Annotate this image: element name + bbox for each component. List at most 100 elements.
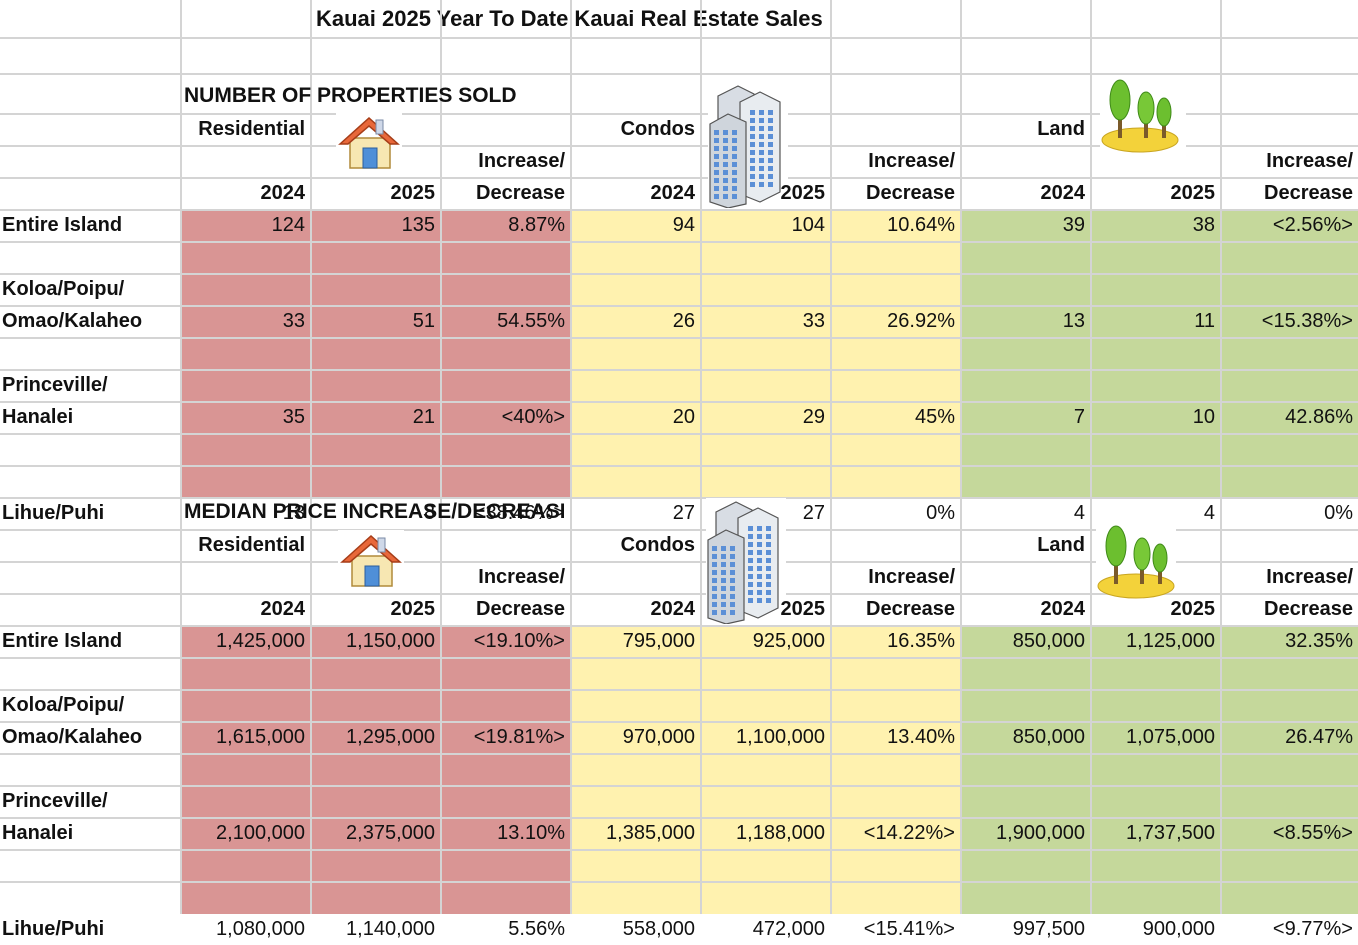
gridline-horizontal (0, 209, 1358, 211)
year-header: 2025 (1170, 182, 1216, 204)
year-header: 2024 (1040, 182, 1086, 204)
trees-icon (1096, 522, 1176, 599)
year-header: 2025 (780, 598, 826, 620)
gridline-horizontal (0, 37, 1358, 39)
value-cell: 0% (926, 502, 955, 524)
decrease-header: Decrease (1264, 182, 1353, 204)
value-cell: 1,125,000 (1126, 630, 1215, 652)
value-cell: 1,737,500 (1126, 822, 1215, 844)
gridline-horizontal (0, 497, 1358, 499)
value-cell: <9.77%> (1272, 918, 1353, 940)
row-label: Princeville/ (2, 374, 108, 396)
value-cell: 850,000 (1012, 630, 1085, 652)
year-header: 2024 (650, 182, 696, 204)
gridline-horizontal (0, 817, 1358, 819)
gridline-horizontal (0, 273, 1358, 275)
value-cell: 39 (1062, 214, 1085, 236)
value-cell: 54.55% (497, 310, 565, 332)
fill-band (180, 625, 570, 914)
section-heading: NUMBER OF PROPERTIES SOLD (184, 84, 517, 107)
value-cell: 13 (282, 502, 305, 524)
value-cell: 20 (672, 406, 695, 428)
value-cell: 1,075,000 (1126, 726, 1215, 748)
gridline-horizontal (0, 369, 1358, 371)
value-cell: 8.87% (508, 214, 565, 236)
value-cell: 26.47% (1285, 726, 1353, 748)
value-cell: 850,000 (1012, 726, 1085, 748)
value-cell: 33 (282, 310, 305, 332)
fill-band (960, 625, 1358, 914)
group-label: Residential (198, 534, 305, 556)
gridline-horizontal (0, 305, 1358, 307)
gridline-horizontal (0, 241, 1358, 243)
value-cell: 42.86% (1285, 406, 1353, 428)
gridline-horizontal (0, 337, 1358, 339)
value-cell: 970,000 (622, 726, 695, 748)
value-cell: 10.64% (887, 214, 955, 236)
value-cell: 45% (914, 406, 955, 428)
row-label: Entire Island (2, 214, 123, 236)
sheet-title: Kauai 2025 Year To Date Kauai Real Estat… (316, 6, 823, 31)
decrease-header: Decrease (866, 598, 955, 620)
value-cell: 1,140,000 (346, 918, 435, 940)
group-label: Land (1037, 534, 1085, 556)
value-cell: 26 (672, 310, 695, 332)
row-label: Hanalei (2, 822, 74, 844)
row-label: Omao/Kalaheo (2, 726, 143, 748)
value-cell: 13 (1062, 310, 1085, 332)
value-cell: 925,000 (752, 630, 825, 652)
year-header: 2024 (260, 182, 306, 204)
gridline-horizontal (0, 177, 1358, 179)
value-cell: 135 (401, 214, 435, 236)
value-cell: 997,500 (1012, 918, 1085, 940)
value-cell: 16.35% (887, 630, 955, 652)
row-label: Koloa/Poipu/ (2, 694, 125, 716)
row-label: Princeville/ (2, 790, 108, 812)
gridline-horizontal (0, 721, 1358, 723)
value-cell: 900,000 (1142, 918, 1215, 940)
row-label: Lihue/Puhi (2, 918, 105, 940)
increase-header: Increase/ (1266, 150, 1353, 172)
gridline-horizontal (0, 657, 1358, 659)
fill-band (180, 209, 570, 497)
gridline-horizontal (0, 529, 1358, 531)
value-cell: 7 (1073, 406, 1085, 428)
value-cell: 51 (412, 310, 435, 332)
decrease-header: Decrease (866, 182, 955, 204)
increase-header: Increase/ (868, 150, 955, 172)
value-cell: 27 (672, 502, 695, 524)
group-label: Land (1037, 118, 1085, 140)
gridline-vertical (960, 0, 962, 914)
decrease-header: Decrease (476, 182, 565, 204)
house-icon (336, 112, 402, 174)
row-label: Omao/Kalaheo (2, 310, 143, 332)
value-cell: 11 (1194, 310, 1215, 332)
gridline-vertical (310, 0, 312, 914)
value-cell: 558,000 (622, 918, 695, 940)
increase-header: Increase/ (868, 566, 955, 588)
group-label: Condos (620, 534, 695, 556)
gridline-vertical (1220, 0, 1222, 914)
gridline-horizontal (0, 145, 1358, 147)
row-label: Hanalei (2, 406, 74, 428)
value-cell: <15.41%> (863, 918, 955, 940)
group-label: Residential (198, 118, 305, 140)
increase-header: Increase/ (478, 566, 565, 588)
value-cell: 94 (672, 214, 695, 236)
decrease-header: Decrease (476, 598, 565, 620)
value-cell: 8 (423, 502, 435, 524)
year-header: 2025 (390, 598, 436, 620)
value-cell: 104 (791, 214, 825, 236)
row-label: Koloa/Poipu/ (2, 278, 125, 300)
decrease-header: Decrease (1264, 598, 1353, 620)
value-cell: 1,100,000 (736, 726, 825, 748)
value-cell: 5.56% (508, 918, 565, 940)
gridline-horizontal (0, 73, 1358, 75)
value-cell: <19.10%> (473, 630, 565, 652)
value-cell: 32.35% (1285, 630, 1353, 652)
value-cell: 13.10% (497, 822, 565, 844)
year-header: 2024 (260, 598, 306, 620)
gridline-vertical (180, 0, 182, 914)
value-cell: 1,188,000 (736, 822, 825, 844)
